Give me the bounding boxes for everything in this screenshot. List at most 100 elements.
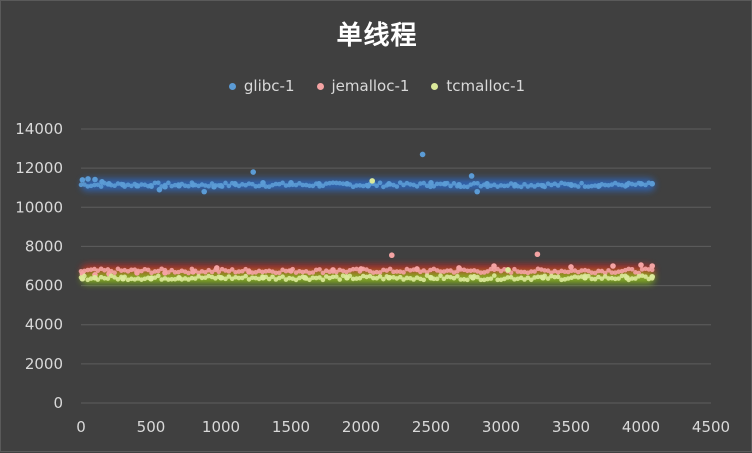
data-point-glibc xyxy=(92,176,98,183)
data-point-glibc xyxy=(253,184,259,189)
data-point-jemalloc xyxy=(129,267,134,273)
legend-label-glibc: glibc-1 xyxy=(243,77,295,95)
data-point-glibc xyxy=(419,151,426,158)
data-point-jemalloc xyxy=(528,269,534,274)
data-point-glibc xyxy=(468,173,475,179)
data-point-jemalloc xyxy=(115,266,121,272)
data-point-tcmalloc xyxy=(465,277,470,283)
legend-item-glibc: glibc-1 xyxy=(228,77,295,95)
data-point-glibc xyxy=(491,182,497,188)
data-point-tcmalloc xyxy=(223,276,228,282)
data-point-tcmalloc xyxy=(411,277,416,282)
data-point-tcmalloc xyxy=(434,276,440,282)
data-point-glibc xyxy=(579,180,584,186)
data-point-glibc xyxy=(206,183,211,189)
data-point-tcmalloc xyxy=(421,277,427,283)
data-point-jemalloc xyxy=(206,267,211,273)
data-point-tcmalloc xyxy=(307,277,312,283)
data-point-jemalloc xyxy=(139,268,144,274)
data-point-glibc xyxy=(643,182,648,188)
data-point-glibc xyxy=(431,183,437,189)
data-point-tcmalloc xyxy=(357,275,363,281)
data-point-glibc xyxy=(438,181,443,187)
data-points-layer xyxy=(78,151,655,283)
data-point-tcmalloc xyxy=(386,274,392,281)
data-point-jemalloc xyxy=(579,268,584,273)
data-point-jemalloc xyxy=(317,267,322,272)
data-point-tcmalloc xyxy=(540,274,546,281)
legend-label-jemalloc: jemalloc-1 xyxy=(331,77,410,95)
data-point-jemalloc xyxy=(203,269,208,275)
data-point-jemalloc xyxy=(515,269,521,274)
data-point-jemalloc xyxy=(495,266,500,272)
data-point-glibc xyxy=(418,181,423,186)
data-point-jemalloc xyxy=(596,268,601,274)
data-point-glibc xyxy=(106,181,112,187)
data-point-tcmalloc xyxy=(302,274,308,281)
data-point-glibc xyxy=(505,183,511,188)
data-point-tcmalloc xyxy=(397,274,403,280)
data-point-jemalloc xyxy=(283,268,289,274)
data-point-tcmalloc xyxy=(226,274,232,279)
data-point-tcmalloc xyxy=(508,274,514,280)
data-point-glibc xyxy=(98,184,104,189)
data-point-tcmalloc xyxy=(582,274,588,281)
data-point-tcmalloc xyxy=(243,273,248,279)
data-point-glibc xyxy=(386,181,392,187)
data-point-tcmalloc xyxy=(155,273,161,279)
data-point-tcmalloc xyxy=(428,274,434,281)
data-point-jemalloc xyxy=(599,268,605,274)
data-point-jemalloc xyxy=(562,269,568,275)
data-point-glibc xyxy=(638,181,644,187)
data-point-glibc xyxy=(502,183,507,189)
y-tick-label: 10000 xyxy=(15,198,63,216)
data-point-glibc xyxy=(85,176,91,182)
data-point-tcmalloc xyxy=(369,178,376,184)
data-point-glibc xyxy=(522,181,527,187)
data-point-glibc xyxy=(92,182,97,188)
data-point-jemalloc xyxy=(354,266,359,272)
data-point-jemalloc xyxy=(387,266,393,272)
data-point-tcmalloc xyxy=(169,276,175,282)
y-tick-label: 12000 xyxy=(15,159,63,177)
data-point-tcmalloc xyxy=(280,274,285,279)
data-point-jemalloc xyxy=(152,269,158,274)
data-point-jemalloc xyxy=(169,267,175,273)
data-point-tcmalloc xyxy=(350,276,356,282)
data-point-tcmalloc xyxy=(330,274,336,280)
data-point-tcmalloc xyxy=(619,273,625,279)
data-point-glibc xyxy=(575,184,581,189)
data-point-glibc xyxy=(555,183,561,188)
data-point-jemalloc xyxy=(307,270,312,276)
data-point-tcmalloc xyxy=(629,276,635,281)
y-axis-tick-labels: 0 2000 4000 6000 8000 10000 12000 14000 xyxy=(15,120,63,412)
y-tick-label: 14000 xyxy=(15,120,63,138)
data-point-jemalloc xyxy=(226,269,232,274)
data-point-glibc xyxy=(471,181,477,186)
data-point-glibc xyxy=(512,181,518,188)
data-point-glibc xyxy=(99,179,105,185)
data-point-glibc xyxy=(226,183,232,189)
data-point-tcmalloc xyxy=(377,274,383,279)
data-point-glibc xyxy=(616,182,621,187)
data-point-jemalloc xyxy=(592,270,598,276)
x-tick-label: 1500 xyxy=(272,418,310,436)
data-point-tcmalloc xyxy=(404,275,410,281)
data-point-glibc xyxy=(649,181,655,187)
data-point-tcmalloc xyxy=(444,274,450,280)
data-point-jemalloc xyxy=(85,267,91,273)
data-point-glibc xyxy=(263,184,269,189)
data-point-jemalloc xyxy=(568,264,574,270)
data-point-tcmalloc xyxy=(525,275,531,281)
data-point-jemalloc xyxy=(310,270,316,275)
data-point-jemalloc xyxy=(119,268,124,273)
x-tick-label: 4000 xyxy=(622,418,660,436)
data-point-jemalloc xyxy=(485,269,490,274)
data-point-tcmalloc xyxy=(555,274,561,280)
data-point-tcmalloc xyxy=(112,275,117,280)
data-point-tcmalloc xyxy=(189,275,195,281)
data-point-jemalloc xyxy=(649,263,655,269)
data-point-glibc xyxy=(334,180,339,186)
data-point-glibc xyxy=(190,181,196,188)
